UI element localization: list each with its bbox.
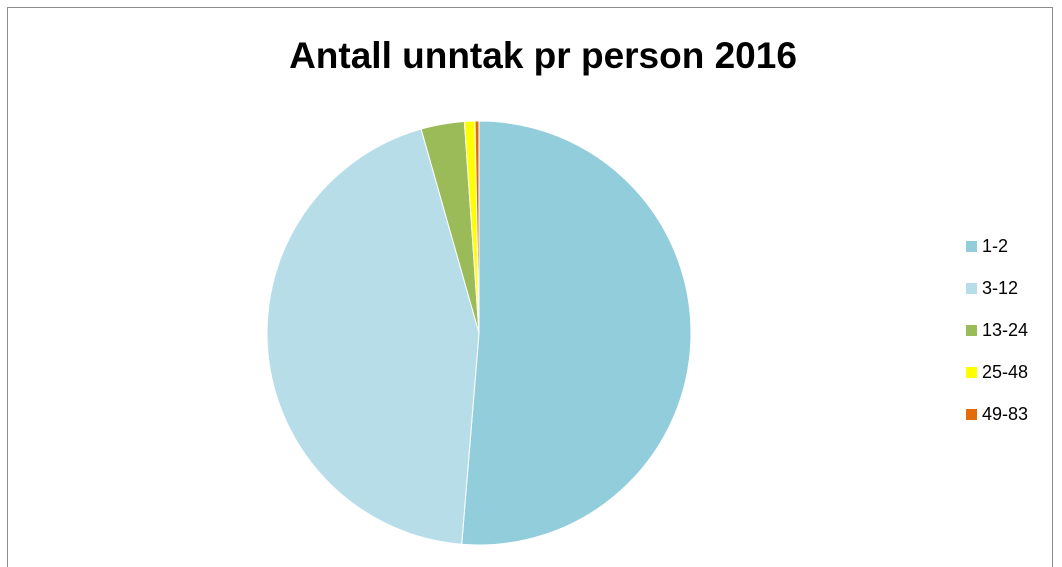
pie-slice-49-83: [474, 120, 480, 334]
legend-item-13-24: 13-24: [966, 309, 1028, 351]
legend-item-1-2: 1-2: [966, 225, 1028, 267]
legend-label: 3-12: [982, 277, 1019, 298]
legend-swatch: [966, 282, 977, 294]
pie-slice-3-12: [266, 128, 480, 545]
legend-item-25-48: 25-48: [966, 351, 1028, 393]
legend-swatch: [966, 324, 977, 336]
legend-item-3-12: 3-12: [966, 267, 1028, 309]
legend-label: 13-24: [982, 319, 1029, 340]
legend-swatch: [966, 366, 977, 378]
chart-title: Antall unntak pr person 2016: [289, 35, 797, 76]
legend-swatch: [966, 240, 977, 252]
legend-swatch: [966, 408, 977, 420]
legend-label: 25-48: [982, 361, 1029, 382]
legend-item-49-83: 49-83: [966, 393, 1028, 435]
legend-label: 1-2: [982, 235, 1009, 256]
legend-label: 49-83: [982, 403, 1029, 424]
pie-slice-1-2: [461, 120, 692, 546]
chart-legend: 1-2 3-12 13-24 25-48 49-83: [966, 225, 1028, 435]
